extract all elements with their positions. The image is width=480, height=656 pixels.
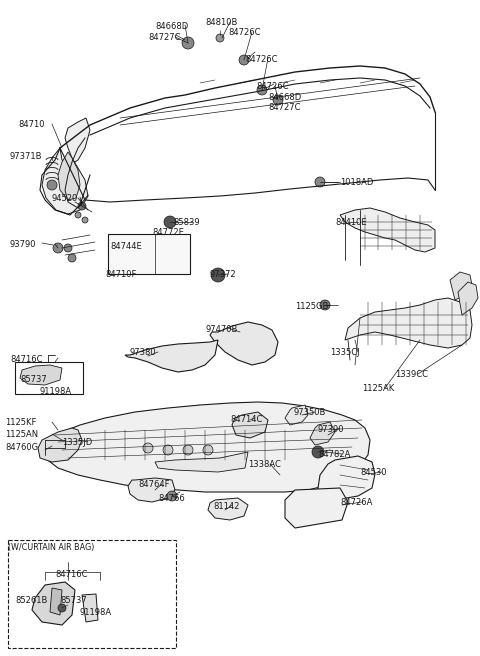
Text: 85261B: 85261B [15, 596, 48, 605]
Text: 84714C: 84714C [230, 415, 263, 424]
Text: 84727C: 84727C [148, 33, 180, 42]
Circle shape [216, 34, 224, 42]
Text: 1335JD: 1335JD [62, 438, 92, 447]
Text: 84760G: 84760G [5, 443, 38, 452]
Text: 84726A: 84726A [340, 498, 372, 507]
Text: 1335CJ: 1335CJ [330, 348, 360, 357]
Text: 84766: 84766 [158, 494, 185, 503]
Text: 84716C: 84716C [55, 570, 87, 579]
Circle shape [68, 254, 76, 262]
Circle shape [315, 177, 325, 187]
Text: 97380: 97380 [130, 348, 156, 357]
Polygon shape [128, 478, 175, 502]
Circle shape [163, 445, 173, 455]
Text: 84782A: 84782A [318, 450, 350, 459]
Polygon shape [458, 282, 478, 315]
Text: 1125KF: 1125KF [5, 418, 36, 427]
Text: 97350B: 97350B [293, 408, 325, 417]
Polygon shape [210, 322, 278, 365]
Circle shape [211, 268, 225, 282]
Circle shape [312, 446, 324, 458]
Polygon shape [32, 582, 75, 625]
Text: 84716C: 84716C [10, 355, 43, 364]
Circle shape [183, 445, 193, 455]
Circle shape [53, 243, 63, 253]
Text: 1125GB: 1125GB [295, 302, 328, 311]
Circle shape [164, 216, 176, 228]
Text: 97470B: 97470B [205, 325, 238, 334]
Circle shape [78, 202, 86, 210]
Polygon shape [285, 405, 308, 425]
Text: 84727C: 84727C [268, 103, 300, 112]
Text: 97371B: 97371B [10, 152, 43, 161]
Bar [8, 540, 176, 648]
Circle shape [167, 491, 177, 501]
Polygon shape [50, 588, 62, 615]
Polygon shape [310, 422, 335, 445]
Circle shape [273, 95, 283, 105]
Text: 85839: 85839 [173, 218, 200, 227]
Polygon shape [38, 428, 82, 462]
Text: 81142: 81142 [213, 502, 240, 511]
Text: 91198A: 91198A [80, 608, 112, 617]
Circle shape [47, 180, 57, 190]
Text: 1125AN: 1125AN [5, 430, 38, 439]
Polygon shape [450, 272, 472, 300]
Text: 91198A: 91198A [40, 387, 72, 396]
Polygon shape [232, 412, 268, 438]
Circle shape [82, 217, 88, 223]
Text: 84810B: 84810B [205, 18, 238, 27]
Circle shape [64, 244, 72, 252]
Polygon shape [58, 152, 80, 200]
Polygon shape [340, 208, 435, 252]
Polygon shape [20, 365, 62, 385]
Text: 84710: 84710 [18, 120, 45, 129]
Polygon shape [285, 488, 348, 528]
Text: 1018AD: 1018AD [340, 178, 373, 187]
Polygon shape [82, 594, 98, 622]
Text: 1338AC: 1338AC [248, 460, 281, 469]
Circle shape [203, 445, 213, 455]
Text: 97390: 97390 [317, 425, 344, 434]
Text: 84772E: 84772E [152, 228, 184, 237]
Circle shape [320, 300, 330, 310]
Circle shape [75, 212, 81, 218]
Circle shape [257, 85, 267, 95]
Text: 85737: 85737 [60, 596, 87, 605]
Circle shape [143, 443, 153, 453]
Circle shape [239, 55, 249, 65]
Text: 84710F: 84710F [105, 270, 136, 279]
Polygon shape [208, 498, 248, 520]
Circle shape [58, 604, 66, 612]
Text: 84726C: 84726C [245, 55, 277, 64]
Text: 84764F: 84764F [138, 480, 169, 489]
Text: 94520: 94520 [52, 194, 78, 203]
Polygon shape [345, 298, 472, 348]
Text: 1125AK: 1125AK [362, 384, 394, 393]
Text: 84410E: 84410E [335, 218, 367, 227]
Text: 97372: 97372 [210, 270, 237, 279]
Polygon shape [42, 402, 370, 492]
Text: 84744E: 84744E [110, 242, 142, 251]
Polygon shape [318, 456, 375, 500]
Text: 85737: 85737 [20, 375, 47, 384]
Polygon shape [125, 340, 218, 372]
Text: 84530: 84530 [360, 468, 386, 477]
Bar [15, 362, 83, 394]
Polygon shape [155, 452, 248, 472]
Polygon shape [42, 118, 90, 214]
Text: 84668D: 84668D [268, 93, 301, 102]
Text: 84726C: 84726C [228, 28, 261, 37]
Text: 84726C: 84726C [256, 82, 288, 91]
Text: (W/CURTAIN AIR BAG): (W/CURTAIN AIR BAG) [8, 543, 95, 552]
Bar [108, 234, 190, 274]
Text: 84668D: 84668D [155, 22, 188, 31]
Text: 93790: 93790 [10, 240, 36, 249]
Text: 1339CC: 1339CC [395, 370, 428, 379]
Circle shape [182, 37, 194, 49]
